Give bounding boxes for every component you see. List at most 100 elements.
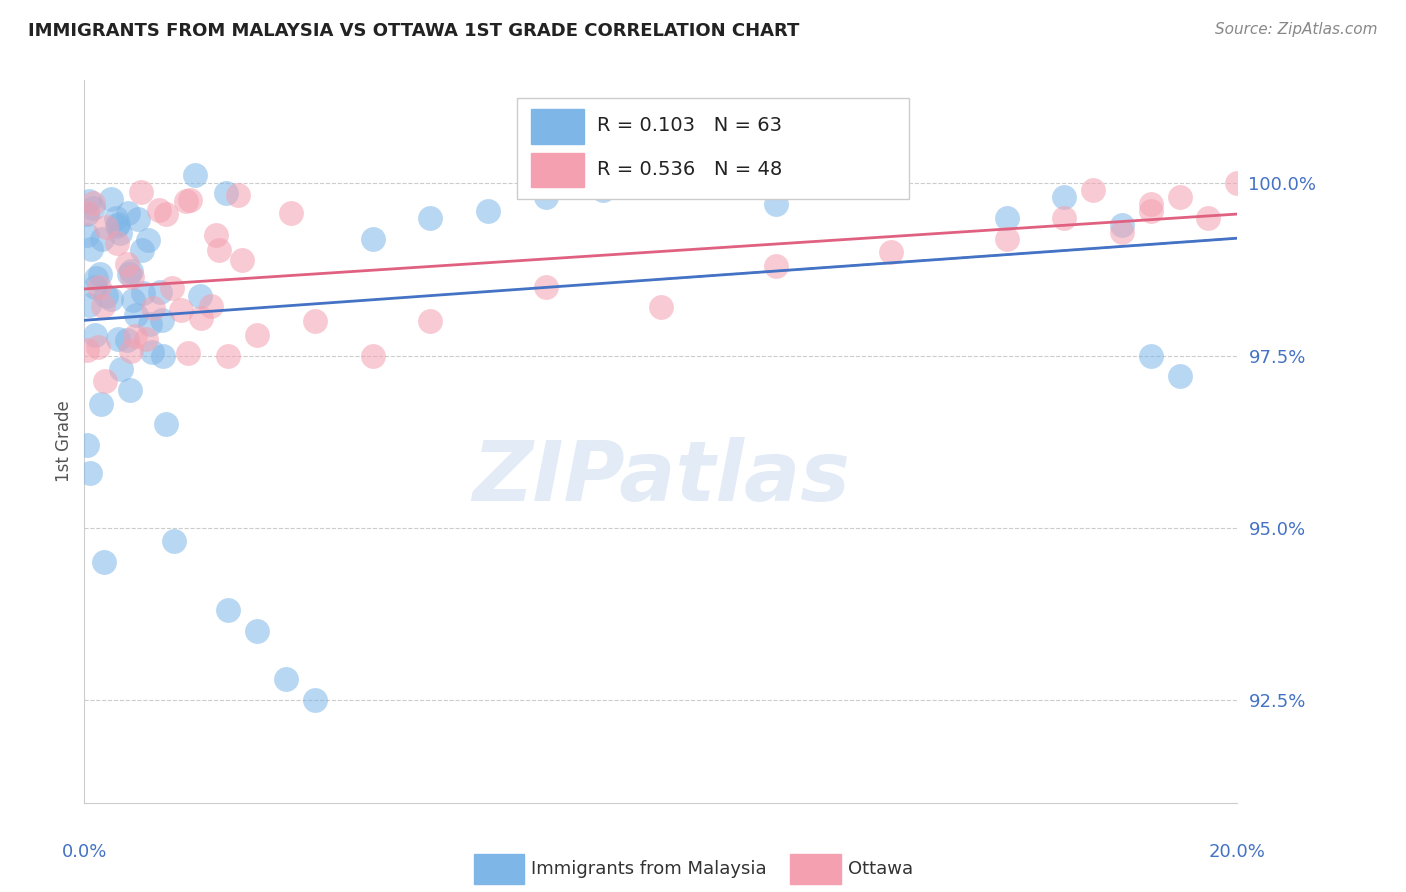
Point [131, 243, 153, 257]
Point [136, 233, 159, 247]
Point [141, 345, 163, 359]
Point [995, 211, 1018, 225]
Point [200, 299, 222, 313]
Point [94, 289, 117, 303]
Point [93, 555, 115, 569]
Point [246, 624, 269, 638]
Point [592, 183, 614, 197]
Point [477, 204, 499, 219]
Point [218, 603, 240, 617]
Point [218, 349, 240, 363]
Point [231, 252, 253, 267]
Point [107, 219, 129, 234]
Point [765, 259, 787, 273]
Point [77, 298, 100, 312]
FancyBboxPatch shape [530, 109, 583, 144]
Point [118, 267, 141, 281]
Point [276, 672, 298, 686]
Point [100, 293, 122, 307]
Point [880, 245, 903, 260]
Point [118, 383, 141, 397]
Point [534, 190, 557, 204]
Point [183, 168, 205, 182]
Point [89, 267, 111, 281]
Point [190, 310, 212, 325]
Point [176, 346, 198, 360]
Point [419, 314, 441, 328]
Point [132, 286, 155, 301]
Point [152, 349, 174, 363]
Point [361, 349, 384, 363]
Point [1226, 177, 1249, 191]
Point [1140, 349, 1163, 363]
Point [77, 194, 100, 208]
Point [105, 236, 128, 251]
Point [125, 308, 148, 322]
Point [121, 293, 143, 307]
Point [93, 374, 115, 388]
Point [880, 177, 903, 191]
Point [121, 270, 143, 285]
Point [304, 314, 326, 328]
Point [160, 281, 183, 295]
FancyBboxPatch shape [530, 153, 583, 187]
Point [650, 301, 672, 315]
Point [117, 206, 139, 220]
Point [127, 212, 149, 227]
Point [1168, 190, 1191, 204]
Text: Source: ZipAtlas.com: Source: ZipAtlas.com [1215, 22, 1378, 37]
Point [1111, 218, 1133, 232]
Point [100, 192, 122, 206]
Point [1111, 225, 1133, 239]
Point [115, 257, 138, 271]
Text: R = 0.103   N = 63: R = 0.103 N = 63 [598, 116, 782, 136]
Point [169, 302, 191, 317]
Point [419, 211, 441, 225]
Point [188, 289, 211, 303]
Point [1140, 204, 1163, 219]
Point [76, 207, 98, 221]
Text: Immigrants from Malaysia: Immigrants from Malaysia [531, 860, 768, 878]
Point [139, 317, 162, 331]
Point [650, 177, 672, 191]
Point [174, 194, 197, 209]
Text: 20.0%: 20.0% [1209, 843, 1265, 861]
Point [765, 197, 787, 211]
Point [1083, 183, 1105, 197]
Point [84, 270, 107, 285]
Point [115, 333, 138, 347]
Point [246, 327, 269, 342]
Point [179, 193, 201, 207]
Point [204, 228, 226, 243]
Point [76, 438, 98, 452]
Point [361, 231, 384, 245]
Point [120, 264, 142, 278]
Point [148, 202, 170, 217]
Point [107, 217, 129, 231]
Point [110, 362, 132, 376]
Point [304, 692, 326, 706]
Text: Ottawa: Ottawa [848, 860, 912, 878]
Point [76, 206, 98, 220]
Point [83, 280, 105, 294]
Point [131, 186, 153, 200]
Point [1198, 211, 1220, 225]
Point [995, 231, 1018, 245]
Text: IMMIGRANTS FROM MALAYSIA VS OTTAWA 1ST GRADE CORRELATION CHART: IMMIGRANTS FROM MALAYSIA VS OTTAWA 1ST G… [28, 22, 800, 40]
Text: 0.0%: 0.0% [62, 843, 107, 861]
Point [149, 285, 172, 299]
FancyBboxPatch shape [517, 98, 908, 200]
Text: R = 0.536   N = 48: R = 0.536 N = 48 [598, 160, 783, 178]
Point [82, 195, 104, 210]
Point [707, 177, 730, 191]
Point [105, 211, 128, 225]
Point [1168, 369, 1191, 384]
Point [89, 280, 111, 294]
Point [215, 186, 238, 200]
Point [534, 279, 557, 293]
Point [226, 187, 249, 202]
Point [280, 206, 302, 220]
Y-axis label: 1st Grade: 1st Grade [55, 401, 73, 483]
Point [90, 397, 112, 411]
Point [1140, 197, 1163, 211]
